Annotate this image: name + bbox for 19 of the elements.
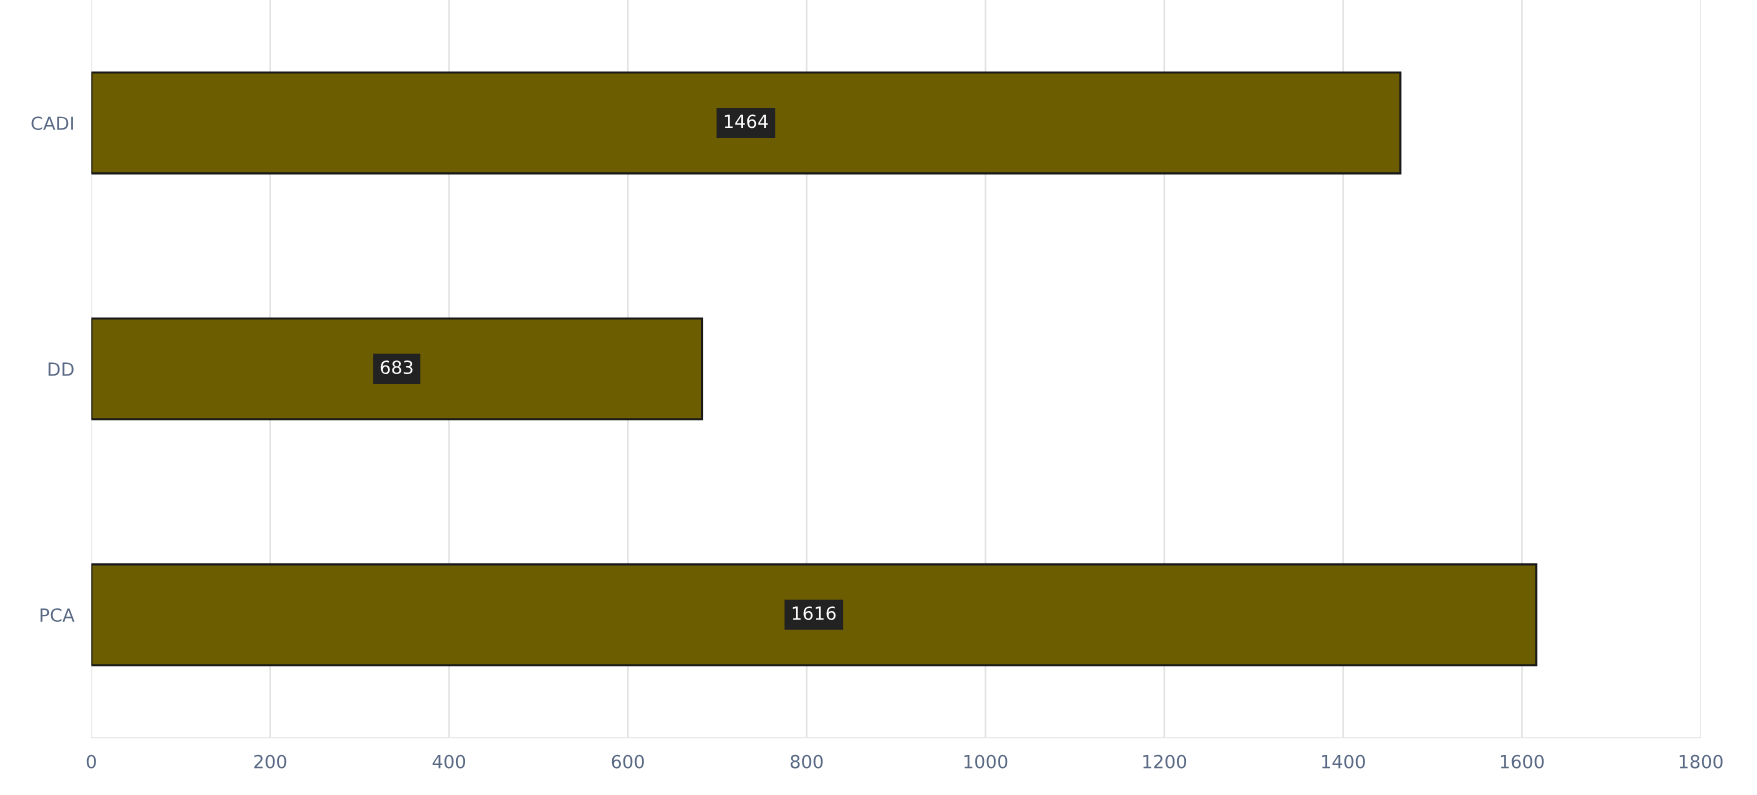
x-tick-label: 1000	[964, 754, 1008, 769]
data-label: 1464	[724, 114, 768, 129]
x-tick-label: 800	[790, 754, 823, 769]
data-label: 1616	[792, 606, 836, 621]
bar	[91, 317, 704, 421]
x-tick-label: 1600	[1500, 754, 1544, 769]
x-tick-label: 0	[86, 754, 96, 769]
y-tick-label: CADI	[31, 116, 73, 131]
y-tick-label: PCA	[40, 608, 75, 622]
x-tick-label: 200	[254, 754, 287, 769]
x-tick-label: 1800	[1679, 754, 1723, 769]
bar	[91, 563, 1538, 667]
x-tick-label: 600	[611, 754, 644, 769]
bar	[91, 71, 1402, 175]
y-tick-label: DD	[48, 362, 74, 376]
x-tick-label: 1200	[1143, 754, 1187, 769]
x-tick-label: 400	[432, 754, 466, 769]
x-tick-label: 1400	[1322, 754, 1365, 769]
data-label: 683	[380, 360, 413, 375]
